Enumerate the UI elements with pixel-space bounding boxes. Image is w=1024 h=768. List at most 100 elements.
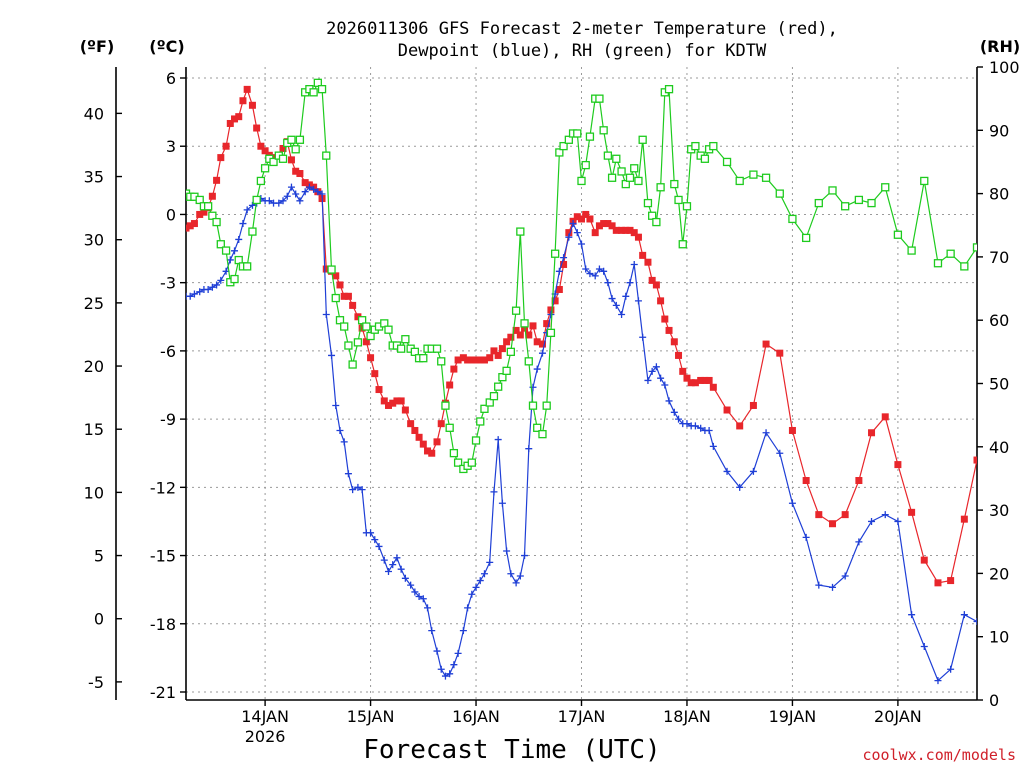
temperature-point — [490, 347, 498, 355]
rh-point — [248, 227, 257, 236]
temperature-point — [608, 222, 616, 230]
rh-point — [801, 233, 811, 243]
rh-point — [595, 94, 604, 103]
temperature-point — [362, 338, 370, 346]
rh-point — [445, 423, 454, 432]
temperature-point — [538, 340, 546, 348]
temperature-point — [512, 326, 520, 334]
rh-point — [357, 316, 367, 325]
dewpoint-point — [486, 558, 494, 566]
rh-point — [313, 78, 322, 87]
temperature-point — [243, 85, 251, 93]
temperature-point — [375, 386, 383, 394]
dewpoint-point — [354, 483, 362, 491]
temperature-point — [354, 313, 362, 321]
series-plus — [186, 183, 977, 685]
temperature-point — [634, 233, 642, 241]
temperature-point — [657, 297, 665, 305]
rh-point — [216, 240, 225, 249]
rh-point — [607, 173, 617, 182]
dewpoint-point — [762, 429, 770, 437]
temperature-point — [683, 374, 691, 382]
temperature-point — [841, 511, 849, 519]
dewpoint-point — [235, 235, 243, 243]
rh-point — [581, 160, 590, 170]
temperature-point — [344, 292, 352, 300]
temperature-point — [533, 338, 541, 346]
fahrenheit-tick-label: 35 — [84, 168, 104, 187]
rh-point — [634, 176, 643, 186]
temperature-point — [829, 520, 837, 528]
dewpoint-point — [639, 333, 647, 341]
rh-point — [471, 436, 481, 445]
dewpoint-point — [480, 570, 488, 578]
dewpoint-point — [498, 499, 506, 507]
rh-point — [384, 325, 393, 334]
rh-point — [528, 401, 538, 410]
fahrenheit-tick-label: 30 — [84, 231, 104, 250]
temperature-point — [450, 365, 458, 373]
rh-point — [735, 176, 744, 186]
temperature-point — [551, 297, 559, 305]
temperature-point — [618, 226, 626, 234]
dewpoint-point — [415, 592, 423, 600]
rh-point — [221, 246, 231, 255]
temperature-point — [639, 251, 647, 259]
dewpoint-point — [736, 483, 744, 491]
rh-point — [652, 217, 661, 227]
dewpoint-point — [231, 247, 239, 255]
dewpoint-point — [503, 547, 511, 555]
dewpoint-point — [622, 292, 630, 300]
temperature-point — [612, 226, 620, 234]
dewpoint-point — [397, 565, 405, 573]
dewpoint-point — [314, 188, 322, 196]
rh-tick-label: 50 — [989, 375, 1009, 394]
celsius-tick-label: -3 — [160, 274, 176, 293]
dewpoint-point — [411, 588, 419, 596]
rh-point — [489, 392, 499, 401]
rh-point — [577, 176, 586, 186]
temperature-point — [384, 401, 392, 409]
rh-point — [678, 240, 687, 249]
rh-point — [485, 398, 494, 407]
temperature-point — [652, 281, 660, 289]
dewpoint-point — [723, 467, 731, 475]
dewpoint-point — [670, 408, 678, 416]
temperature-point — [595, 222, 603, 230]
temperature-point — [208, 192, 216, 200]
temperature-point — [226, 119, 234, 127]
dewpoint-point — [494, 436, 502, 444]
dewpoint-point — [573, 229, 581, 237]
temperature-point — [433, 438, 441, 446]
dewpoint-point — [349, 486, 357, 494]
dewpoint-point — [292, 190, 300, 198]
temperature-point — [679, 367, 687, 375]
credit-text: coolwx.com/models — [862, 746, 1016, 764]
dewpoint-point — [529, 383, 537, 391]
dewpoint-point — [533, 365, 541, 373]
temperature-point — [287, 156, 295, 164]
temperature-point — [815, 511, 823, 519]
fahrenheit-unit-label: (ºF) — [80, 37, 115, 56]
dewpoint-point — [512, 579, 520, 587]
temperature-point — [340, 292, 348, 300]
temperature-point — [415, 433, 423, 441]
fahrenheit-tick-label: 20 — [84, 357, 104, 376]
rh-point — [559, 141, 568, 151]
temperature-point — [762, 340, 770, 348]
temperature-point — [196, 210, 204, 218]
dewpoint-point — [705, 426, 713, 434]
rh-point — [203, 202, 213, 211]
rh-point — [243, 262, 252, 271]
celsius-tick-label: -18 — [150, 615, 176, 634]
rh-point — [502, 366, 511, 375]
temperature-point — [622, 226, 630, 234]
dewpoint-point — [538, 349, 546, 357]
temperature-point — [894, 461, 902, 469]
dewpoint-point — [401, 574, 409, 582]
temperature-point — [389, 399, 397, 407]
dewpoint-point — [371, 536, 379, 544]
temperature-point — [573, 213, 581, 221]
rh-point — [322, 151, 331, 160]
series-open-square — [186, 78, 977, 474]
